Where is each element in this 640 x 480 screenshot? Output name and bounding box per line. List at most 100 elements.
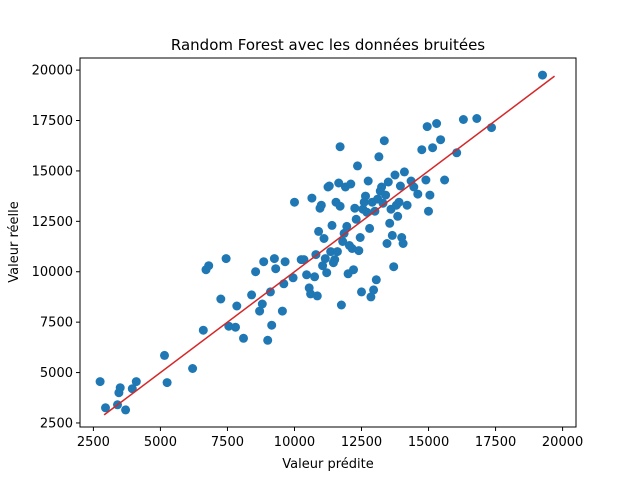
- data-point: [472, 114, 482, 123]
- data-point: [393, 211, 403, 221]
- data-point: [417, 145, 427, 155]
- y-axis-ticks: 2500 5000 7500 10000 12500 15000 17500 20000: [32, 64, 80, 431]
- data-point: [378, 198, 388, 208]
- data-point: [269, 254, 279, 264]
- data-point: [381, 190, 391, 200]
- data-point: [204, 261, 214, 271]
- data-point: [390, 170, 400, 180]
- data-point: [353, 161, 362, 171]
- data-point: [424, 206, 433, 216]
- data-point: [377, 182, 387, 192]
- data-point: [350, 203, 360, 213]
- data-point: [385, 218, 395, 228]
- data-point: [398, 239, 408, 248]
- data-point: [387, 230, 397, 240]
- data-point: [314, 226, 324, 236]
- data-point: [349, 265, 358, 275]
- y-tick-label: 12500: [32, 215, 73, 230]
- data-point: [115, 383, 125, 393]
- data-point: [247, 290, 257, 300]
- x-tick-label: 20000: [542, 435, 583, 450]
- chart-title: Random Forest avec les données bruitées: [171, 36, 485, 54]
- data-point: [382, 239, 392, 248]
- data-point: [330, 255, 340, 265]
- data-point: [221, 254, 231, 264]
- data-point: [335, 142, 345, 152]
- data-point: [188, 364, 198, 373]
- data-point: [265, 287, 275, 297]
- data-point: [389, 262, 399, 272]
- data-point: [288, 273, 298, 283]
- data-point: [336, 300, 346, 310]
- y-tick-label: 7500: [40, 316, 73, 331]
- data-point: [127, 384, 137, 394]
- data-point: [342, 221, 352, 231]
- data-point: [224, 321, 234, 331]
- data-point: [357, 287, 366, 297]
- data-point: [421, 175, 431, 185]
- data-point: [334, 178, 344, 188]
- reference-line: [103, 75, 556, 416]
- data-point: [351, 214, 361, 224]
- data-point: [316, 200, 326, 210]
- data-point: [354, 246, 364, 256]
- data-point: [198, 325, 208, 335]
- data-point: [257, 299, 267, 309]
- data-point: [310, 272, 320, 282]
- data-point: [312, 291, 322, 301]
- data-point: [263, 335, 273, 345]
- x-tick-label: 2500: [77, 435, 110, 450]
- x-tick-label: 15000: [408, 435, 449, 450]
- data-point: [95, 377, 105, 387]
- data-point: [440, 175, 450, 185]
- data-point: [369, 285, 379, 295]
- x-axis-ticks: 2500 5000 7500 10000 12500 15000 17500 20000: [77, 427, 583, 450]
- data-point: [346, 179, 356, 189]
- data-point: [160, 350, 169, 360]
- data-point: [379, 136, 389, 146]
- data-point: [458, 115, 468, 124]
- data-point: [271, 264, 281, 274]
- data-point: [365, 223, 375, 233]
- x-tick-label: 17500: [475, 435, 516, 450]
- data-point: [327, 220, 337, 230]
- data-point: [290, 197, 299, 207]
- x-tick-label: 12500: [341, 435, 382, 450]
- x-axis-label: Valeur prédite: [282, 457, 373, 472]
- data-point: [374, 152, 384, 162]
- y-tick-label: 5000: [40, 366, 73, 381]
- data-point: [324, 181, 334, 191]
- data-point: [538, 70, 547, 80]
- data-point: [299, 255, 309, 265]
- data-point: [302, 270, 312, 280]
- data-point: [232, 301, 242, 311]
- data-point: [320, 254, 330, 264]
- data-point: [338, 237, 348, 246]
- reference-line-group: [103, 75, 556, 416]
- data-point: [362, 207, 372, 217]
- data-point: [239, 333, 248, 343]
- data-point: [322, 268, 332, 278]
- data-point: [277, 306, 287, 316]
- data-point: [332, 247, 342, 257]
- data-point: [355, 233, 365, 242]
- data-point: [409, 182, 419, 192]
- data-point: [131, 377, 141, 387]
- y-axis-label: Valeur réelle: [7, 201, 22, 282]
- data-point: [402, 200, 412, 210]
- data-point: [121, 405, 131, 415]
- data-point: [422, 122, 432, 132]
- data-point: [366, 292, 376, 302]
- data-point: [361, 191, 370, 201]
- data-point: [394, 197, 404, 207]
- data-point: [413, 189, 423, 199]
- data-point: [363, 176, 373, 186]
- data-point: [326, 247, 336, 257]
- data-point: [395, 181, 405, 191]
- data-point: [425, 190, 435, 200]
- x-tick-label: 7500: [211, 435, 244, 450]
- data-point: [259, 257, 269, 267]
- x-tick-label: 10000: [274, 435, 315, 450]
- y-tick-label: 15000: [32, 164, 73, 179]
